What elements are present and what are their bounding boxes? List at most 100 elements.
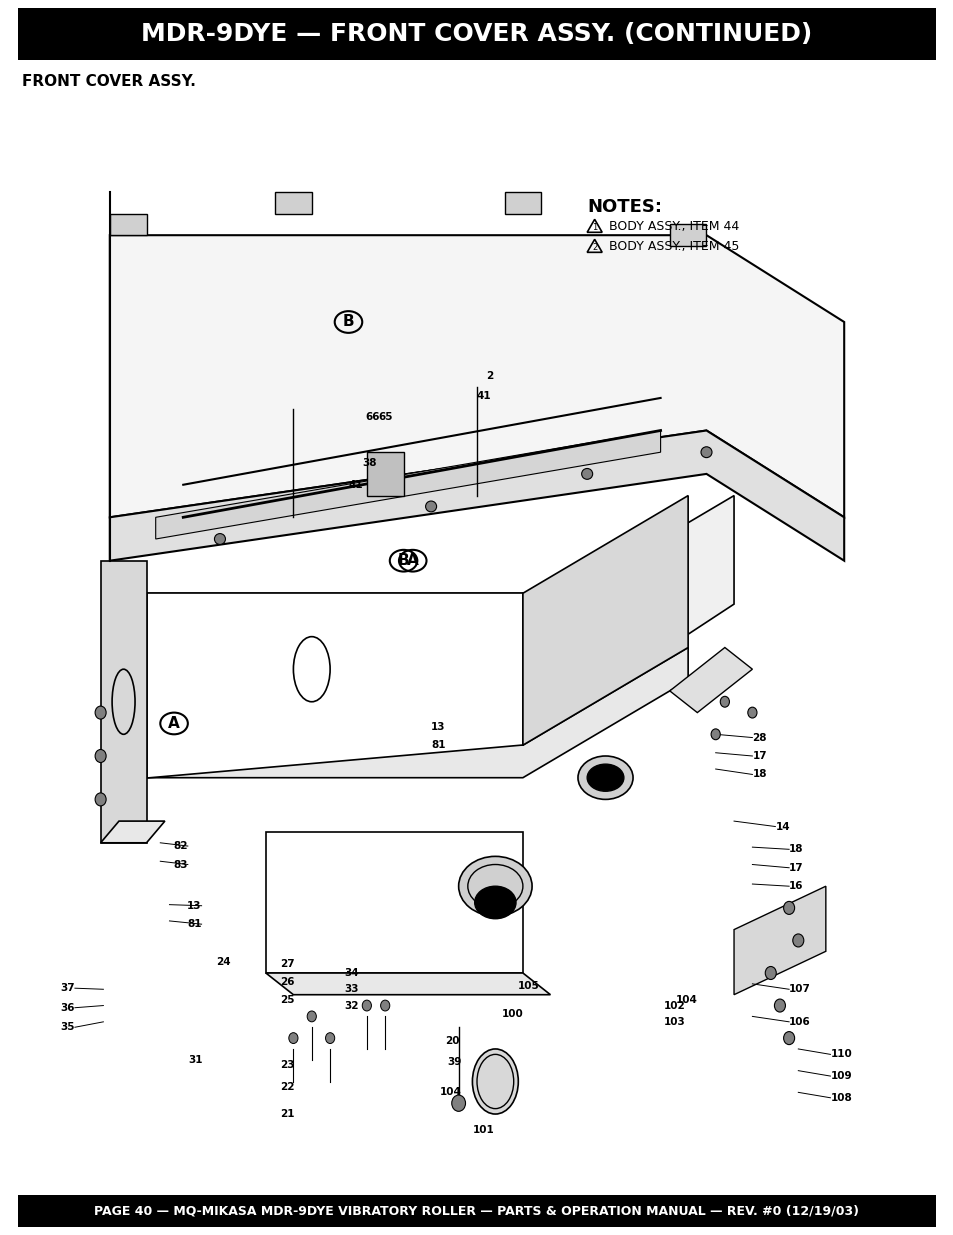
Text: NOTES:: NOTES: xyxy=(586,199,661,216)
Text: 109: 109 xyxy=(829,1071,851,1081)
Text: 107: 107 xyxy=(788,984,810,994)
Ellipse shape xyxy=(380,1000,390,1011)
Text: 35: 35 xyxy=(60,1023,75,1032)
Text: 104: 104 xyxy=(675,995,697,1005)
Text: A: A xyxy=(168,716,180,731)
Text: 34: 34 xyxy=(343,968,358,978)
Text: 24: 24 xyxy=(216,957,231,967)
Text: 37: 37 xyxy=(60,983,75,993)
Text: 83: 83 xyxy=(173,860,188,869)
Text: 21: 21 xyxy=(279,1109,294,1119)
Ellipse shape xyxy=(95,750,106,762)
Text: BODY ASSY., ITEM 45: BODY ASSY., ITEM 45 xyxy=(609,240,739,253)
Text: 105: 105 xyxy=(517,981,539,990)
Polygon shape xyxy=(110,431,843,561)
Polygon shape xyxy=(266,832,522,973)
Text: 27: 27 xyxy=(279,960,294,969)
Polygon shape xyxy=(669,647,752,713)
Ellipse shape xyxy=(792,934,803,947)
Text: 102: 102 xyxy=(662,1000,684,1010)
Bar xyxy=(18,7,935,61)
Ellipse shape xyxy=(472,1049,517,1114)
Polygon shape xyxy=(100,821,165,842)
Text: 13: 13 xyxy=(431,721,445,731)
Ellipse shape xyxy=(586,764,623,792)
Bar xyxy=(18,1195,935,1228)
Text: 22: 22 xyxy=(279,1082,294,1092)
Text: FRONT COVER ASSY.: FRONT COVER ASSY. xyxy=(22,74,195,89)
Ellipse shape xyxy=(578,756,633,799)
Ellipse shape xyxy=(325,1032,335,1044)
Polygon shape xyxy=(522,495,687,745)
Polygon shape xyxy=(147,647,687,778)
Text: B: B xyxy=(342,315,354,330)
Text: 16: 16 xyxy=(788,882,802,892)
Text: 36: 36 xyxy=(60,1003,75,1013)
Polygon shape xyxy=(110,214,147,235)
Ellipse shape xyxy=(362,1000,371,1011)
Ellipse shape xyxy=(764,967,776,979)
Text: 103: 103 xyxy=(662,1016,684,1026)
Text: 28: 28 xyxy=(752,732,766,742)
Ellipse shape xyxy=(710,729,720,740)
Polygon shape xyxy=(147,593,522,778)
Ellipse shape xyxy=(747,708,756,718)
Text: 1: 1 xyxy=(592,222,597,232)
Ellipse shape xyxy=(214,534,225,545)
Text: 32: 32 xyxy=(343,1000,358,1010)
Text: 65: 65 xyxy=(378,412,393,422)
Polygon shape xyxy=(733,887,825,994)
Ellipse shape xyxy=(700,447,711,458)
Text: 17: 17 xyxy=(788,863,802,873)
Polygon shape xyxy=(504,191,540,214)
Ellipse shape xyxy=(774,999,784,1011)
Ellipse shape xyxy=(289,1032,297,1044)
Polygon shape xyxy=(367,452,403,495)
Text: 18: 18 xyxy=(788,845,802,855)
Text: 104: 104 xyxy=(440,1087,461,1098)
Text: PAGE 40 — MQ-MIKASA MDR-9DYE VIBRATORY ROLLER — PARTS & OPERATION MANUAL — REV. : PAGE 40 — MQ-MIKASA MDR-9DYE VIBRATORY R… xyxy=(94,1204,859,1218)
Text: 41: 41 xyxy=(348,479,363,490)
Text: 108: 108 xyxy=(829,1093,851,1103)
Text: 110: 110 xyxy=(829,1050,851,1060)
Text: 18: 18 xyxy=(752,769,766,779)
Ellipse shape xyxy=(475,887,516,919)
Polygon shape xyxy=(110,235,843,517)
Text: 41: 41 xyxy=(476,390,491,401)
Text: 106: 106 xyxy=(788,1016,810,1026)
Text: 101: 101 xyxy=(472,1125,494,1135)
Text: BODY ASSY., ITEM 44: BODY ASSY., ITEM 44 xyxy=(609,220,739,233)
Text: 23: 23 xyxy=(279,1060,294,1071)
Text: 25: 25 xyxy=(279,995,294,1005)
Text: 2: 2 xyxy=(486,372,493,382)
Text: 2: 2 xyxy=(592,243,597,252)
Text: 82: 82 xyxy=(173,841,188,851)
Text: 38: 38 xyxy=(362,458,376,468)
Polygon shape xyxy=(100,561,147,842)
Polygon shape xyxy=(274,191,312,214)
Text: 31: 31 xyxy=(188,1055,202,1065)
Polygon shape xyxy=(669,225,706,246)
Ellipse shape xyxy=(307,1011,316,1021)
Text: B: B xyxy=(397,553,409,568)
Ellipse shape xyxy=(782,902,794,914)
Text: 100: 100 xyxy=(501,1009,523,1019)
Ellipse shape xyxy=(425,501,436,511)
Text: 14: 14 xyxy=(775,821,789,831)
Ellipse shape xyxy=(782,1031,794,1045)
Ellipse shape xyxy=(95,706,106,719)
Text: 81: 81 xyxy=(431,740,445,750)
Polygon shape xyxy=(147,495,733,713)
Ellipse shape xyxy=(581,468,592,479)
Polygon shape xyxy=(155,431,659,538)
Text: 17: 17 xyxy=(752,751,766,761)
Polygon shape xyxy=(266,973,550,994)
Ellipse shape xyxy=(95,793,106,806)
Text: 26: 26 xyxy=(279,977,294,987)
Text: 81: 81 xyxy=(187,919,201,929)
Text: A: A xyxy=(406,553,418,568)
Text: 39: 39 xyxy=(447,1057,461,1067)
Text: 20: 20 xyxy=(444,1036,459,1046)
Text: 66: 66 xyxy=(365,412,379,422)
Ellipse shape xyxy=(458,856,532,916)
